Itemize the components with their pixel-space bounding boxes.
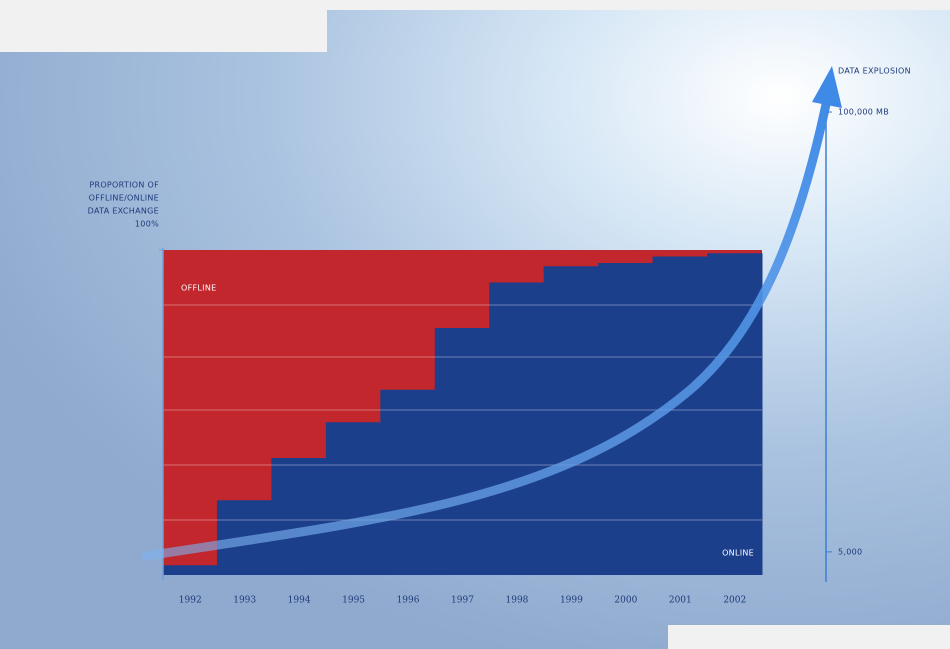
corner [327, 0, 950, 10]
x-tick-label: 1993 [233, 596, 256, 606]
arrow-head [812, 66, 842, 108]
online-step [489, 282, 545, 575]
legend-label: ONLINE [722, 549, 754, 558]
x-tick-label: 1995 [342, 596, 365, 606]
x-tick-label: 1994 [288, 596, 311, 606]
x-tick-label: 2002 [723, 596, 746, 606]
y-axis-title: PROPORTION OF [89, 181, 159, 190]
x-tick-label: 1997 [451, 596, 474, 606]
x-tick-label: 1996 [397, 596, 420, 606]
online-step [325, 422, 382, 575]
growth-arrow [141, 90, 833, 561]
y2-tick-label: 100,000 MB [838, 108, 889, 117]
x-tick-label: 2000 [614, 596, 637, 606]
y-axis-title: OFFLINE/ONLINE [89, 194, 159, 203]
online-step [271, 458, 327, 575]
y2-axis-title: DATA EXPLOSION [838, 67, 911, 76]
x-tick-label: 1998 [506, 596, 529, 606]
x-tick-label: 2001 [669, 596, 692, 606]
x-tick-label: 1999 [560, 596, 583, 606]
corner [0, 0, 327, 52]
offline-label: OFFLINE [181, 284, 216, 293]
y-axis-title: DATA EXCHANGE [88, 207, 159, 216]
corner [668, 625, 950, 649]
y2-tick-label: 5,000 [838, 547, 862, 556]
online-step [434, 328, 491, 575]
y-tick-label: 100% [135, 220, 159, 229]
online-step [380, 389, 436, 575]
x-tick-label: 1992 [179, 596, 202, 606]
online-step [543, 266, 600, 575]
online-step [162, 565, 218, 575]
online-step [707, 253, 763, 575]
